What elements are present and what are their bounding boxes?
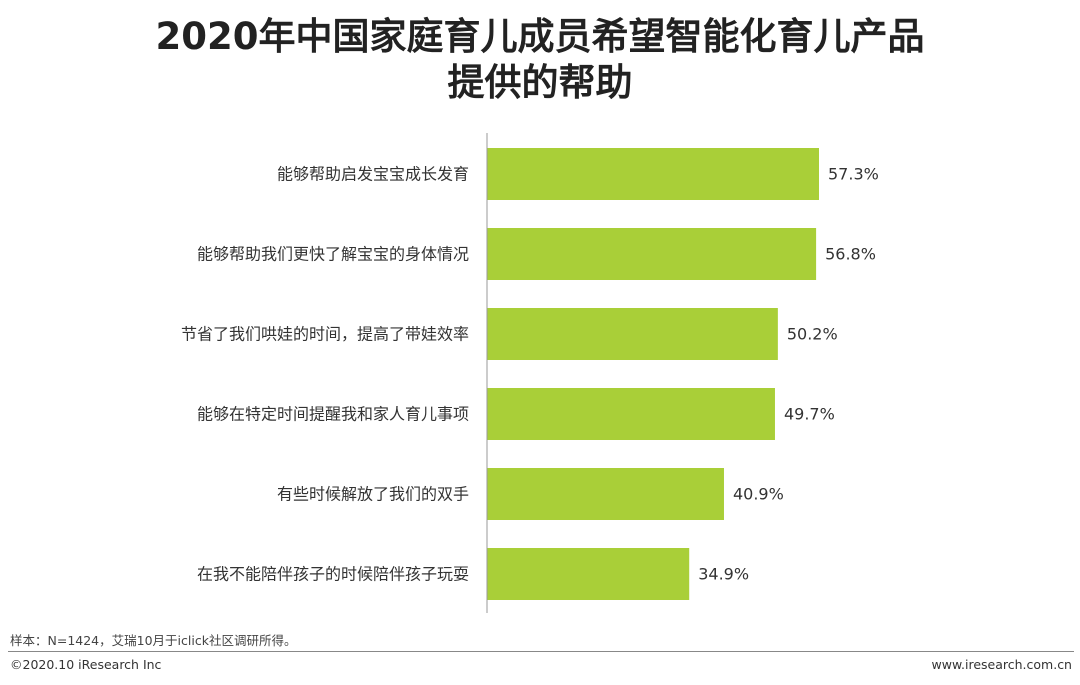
category-label: 在我不能陪伴孩子的时候陪伴孩子玩耍 [197,565,469,584]
copyright-text: ©2020.10 iResearch Inc [10,657,162,672]
value-label: 40.9% [733,485,784,504]
category-label: 能够帮助我们更快了解宝宝的身体情况 [197,245,469,264]
category-label: 节省了我们哄娃的时间，提高了带娃效率 [181,325,469,344]
bar-chart: 能够帮助启发宝宝成长发育 57.3% 能够帮助我们更快了解宝宝的身体情况 56.8% 节… [181,133,879,613]
value-label: 34.9% [698,565,749,584]
bar [487,308,778,360]
category-label: 能够在特定时间提醒我和家人育儿事项 [197,405,469,424]
bar [487,148,819,200]
value-label: 49.7% [784,405,835,424]
value-label: 57.3% [828,165,879,184]
chart-title-line-1: 2020年中国家庭育儿成员希望智能化育儿产品 [155,15,925,58]
bar [487,468,724,520]
footer-divider [8,651,1074,652]
bars-group: 能够帮助启发宝宝成长发育 57.3% 能够帮助我们更快了解宝宝的身体情况 56.8% 节… [181,148,879,600]
bar [487,228,817,280]
bar [487,548,690,600]
chart-title: 2020年中国家庭育儿成员希望智能化育儿产品 提供的帮助 [0,14,1080,106]
website-link[interactable]: www.iresearch.com.cn [931,657,1073,672]
sample-note: 样本：N=1424，艾瑞10月于iclick社区调研所得。 [10,633,297,648]
value-label: 50.2% [787,325,838,344]
category-label: 能够帮助启发宝宝成长发育 [277,165,469,184]
value-label: 56.8% [825,245,876,264]
category-label: 有些时候解放了我们的双手 [277,485,469,504]
chart-title-line-2: 提供的帮助 [447,61,633,104]
bar [487,388,775,440]
